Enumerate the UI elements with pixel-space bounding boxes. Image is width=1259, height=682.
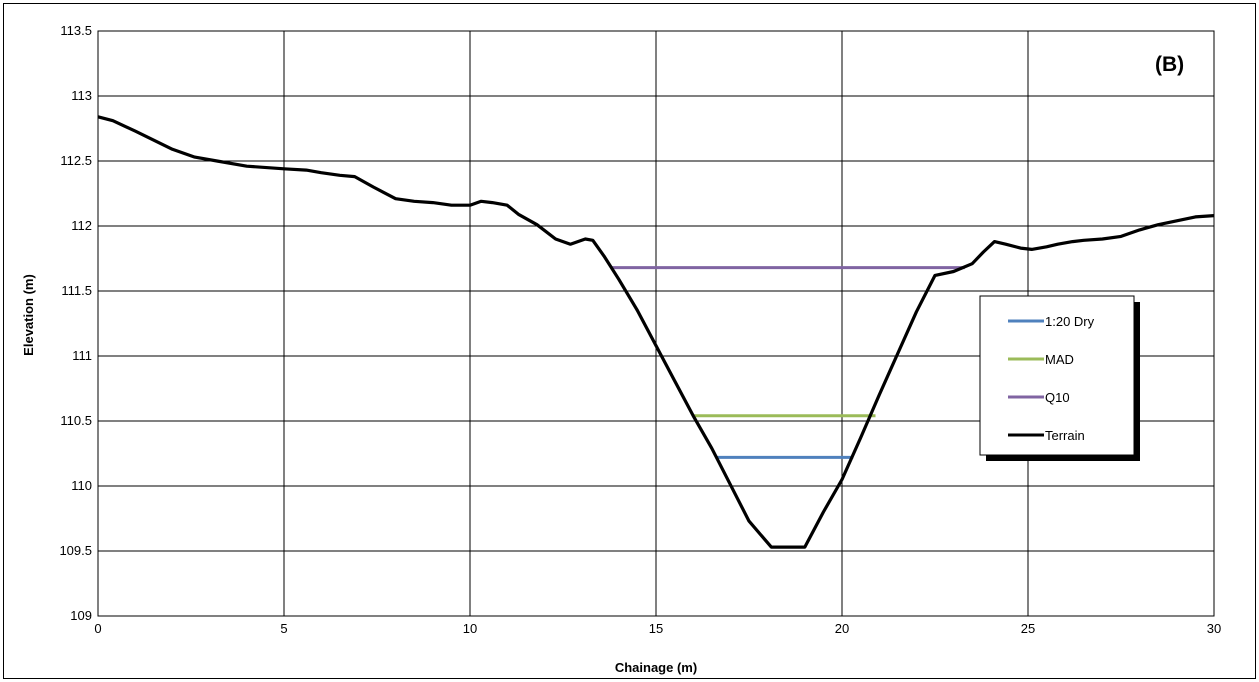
x-axis-title: Chainage (m) [615, 660, 697, 675]
y-tick-label: 113.5 [60, 23, 92, 38]
plot-border [97, 30, 1215, 617]
y-tick-label: 110.5 [60, 413, 92, 428]
y-tick-label: 109 [70, 608, 92, 623]
legend-label: Q10 [1045, 390, 1070, 405]
x-tick-label: 30 [1207, 621, 1221, 636]
y-tick-label: 109.5 [59, 543, 92, 558]
y-tick-label: 112 [71, 218, 92, 233]
x-tick-label: 10 [463, 621, 477, 636]
x-tick-label: 15 [649, 621, 663, 636]
x-tick-label: 25 [1021, 621, 1035, 636]
x-tick-label: 0 [94, 621, 101, 636]
legend: 1:20 Dry MAD Q10 Terrain [979, 295, 1140, 461]
y-tick-label: 110 [71, 478, 92, 493]
legend-label: 1:20 Dry [1045, 314, 1095, 329]
legend-label: Terrain [1045, 428, 1085, 443]
x-tick-label: 20 [835, 621, 849, 636]
x-tick-label: 5 [280, 621, 287, 636]
y-tick-label: 111 [72, 348, 92, 363]
legend-label: MAD [1045, 352, 1074, 367]
y-tick-label: 111.5 [61, 283, 92, 298]
series-line-terrain [97, 115, 1215, 549]
series-lines [97, 115, 1215, 549]
y-tick-label: 112.5 [60, 153, 92, 168]
legend-box [979, 295, 1135, 456]
y-tick-label: 113 [71, 88, 92, 103]
panel-label: (B) [1155, 53, 1184, 76]
y-axis-title: Elevation (m) [21, 274, 36, 356]
tick-labels: 109 109.5 110 110.5 111 111.5 112 112.5 113 113.5… [59, 23, 1221, 636]
